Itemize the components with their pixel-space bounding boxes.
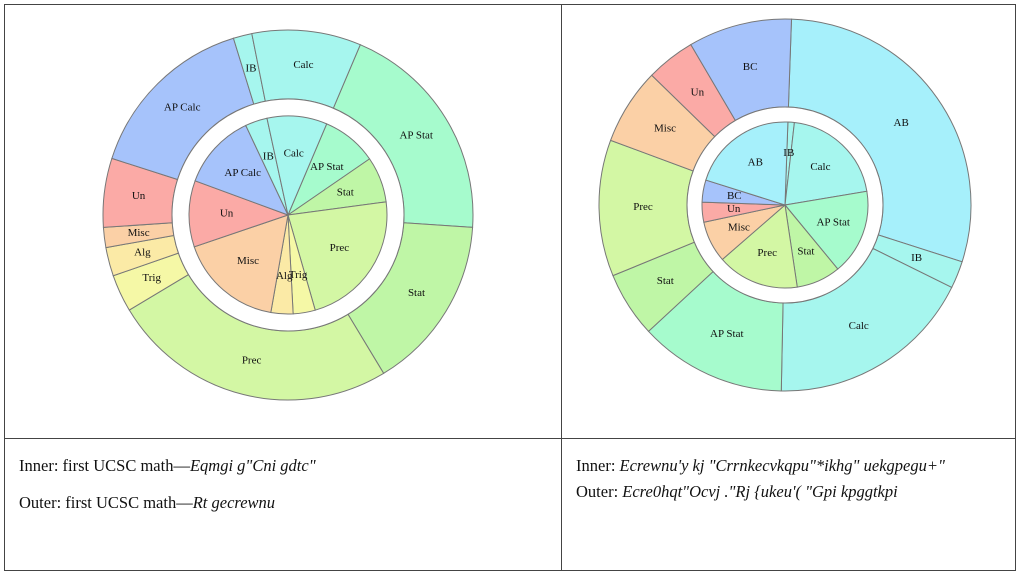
inner-ring-label-misc: Misc [728, 222, 750, 234]
outer-ring-label-calc: Calc [849, 320, 869, 332]
inner-ring-slice-un [188, 180, 290, 248]
right-caption: Inner: Ecrewnu'y kj "Crrnkecvkqpu"*ikhg"… [562, 439, 1015, 503]
outer-ring-label-ap-stat: AP Stat [710, 328, 744, 340]
right-caption-cell: Inner: Ecrewnu'y kj "Crrnkecvkqpu"*ikhg"… [561, 438, 1016, 571]
inner-ring-label-calc: Calc [284, 147, 304, 159]
inner-ring-slice-prec [287, 201, 388, 311]
inner-ring-label-stat: Stat [337, 186, 354, 198]
inner-ring-label-ap-calc: AP Calc [224, 167, 261, 179]
left-caption: Inner: first UCSC math—Eqmgi g"Cni gdtc"… [5, 439, 561, 514]
inner-ring-slice-ap-stat [784, 190, 869, 270]
outer-ring-label-ap-stat: AP Stat [399, 130, 433, 142]
outer-ring-label-trig: Trig [142, 272, 161, 284]
left-chart-cell: AP Stat Stat Prec Trig Alg Misc Un AP Calc IB Cal… [4, 4, 562, 439]
inner-ring-label-stat: Stat [797, 246, 814, 258]
left-outer-italic: Rt gecrewnu [192, 493, 276, 512]
outer-ring-label-ib: IB [911, 252, 922, 264]
inner-ring-label-misc: Misc [237, 255, 259, 267]
left-outer-prefix: Outer: first UCSC math [19, 493, 177, 512]
outer-ring-label-prec: Prec [633, 201, 653, 213]
outer-ring-label-misc: Misc [654, 123, 676, 135]
left-caption-outer: Outer: first UCSC math—Rt gecrewnu [19, 492, 561, 514]
inner-ring-label-prec: Prec [757, 247, 777, 259]
inner-ring-label-calc: Calc [810, 161, 830, 173]
outer-ring-label-prec: Prec [242, 355, 262, 367]
inner-ring-label-un: Un [727, 203, 741, 215]
right-chart-cell: AB IB Calc AP Stat Stat Prec Misc Un BC IB Calc AP … [561, 4, 1016, 439]
outer-ring-label-un: Un [691, 87, 705, 99]
right-caption-outer: Outer: Ecre0hqt"Ocvj ."Rj {ukeu'( "Gpi k… [576, 481, 1015, 503]
left-inner-dash: — [173, 456, 190, 475]
outer-ring-label-ab: AB [894, 117, 909, 129]
outer-ring-label-ib: IB [246, 63, 257, 75]
outer-ring-label-stat: Stat [408, 287, 425, 299]
left-inner-italic: Eqmgi g"Cni gdtc" [189, 456, 316, 475]
inner-ring-label-ib: IB [783, 147, 794, 159]
inner-ring-slice-ap-calc [194, 124, 289, 216]
inner-ring-label-ib: IB [263, 150, 274, 162]
left-outer-dash: — [176, 493, 193, 512]
outer-ring-label-un: Un [132, 190, 146, 202]
inner-ring-label-trig: Trig [289, 269, 308, 281]
outer-ring-label-misc: Misc [128, 227, 150, 239]
inner-ring-slice-calc [266, 115, 328, 217]
left-inner-prefix: Inner: first UCSC math [19, 456, 174, 475]
inner-ring-label-prec: Prec [330, 242, 350, 254]
right-outer-prefix: Outer: [576, 482, 623, 501]
inner-ring-slice-ab [705, 121, 789, 206]
right-caption-inner: Inner: Ecrewnu'y kj "Crrnkecvkqpu"*ikhg"… [576, 455, 1015, 477]
outer-ring-label-stat: Stat [657, 275, 674, 287]
inner-ring-label-ap-stat: AP Stat [310, 161, 344, 173]
inner-ring-label-alg: Alg [276, 270, 293, 282]
inner-ring-label-un: Un [220, 208, 234, 220]
right-inner-prefix: Inner: [576, 456, 620, 475]
right-outer-italic: Ecre0hqt"Ocvj ."Rj {ukeu'( "Gpi kpggtkpi [622, 482, 898, 501]
right-inner-italic: Ecrewnu'y kj "Crrnkecvkqpu"*ikhg" uekgpe… [619, 456, 945, 475]
left-caption-cell: Inner: first UCSC math—Eqmgi g"Cni gdtc"… [4, 438, 562, 571]
outer-ring-label-alg: Alg [134, 247, 151, 259]
inner-ring-label-ab: AB [748, 157, 763, 169]
outer-ring-label-calc: Calc [293, 59, 313, 71]
inner-ring-label-bc: BC [727, 190, 742, 202]
outer-ring-label-ap-calc: AP Calc [164, 102, 201, 114]
inner-ring-slice-calc [784, 121, 868, 206]
figure-frame: AP Stat Stat Prec Trig Alg Misc Un AP Calc IB Cal… [4, 4, 1016, 571]
inner-ring-label-ap-stat: AP Stat [816, 217, 850, 229]
left-caption-inner: Inner: first UCSC math—Eqmgi g"Cni gdtc" [19, 455, 561, 477]
inner-ring-slice-prec [721, 204, 798, 289]
outer-ring-label-bc: BC [743, 61, 758, 73]
figure-table: AP Stat Stat Prec Trig Alg Misc Un AP Calc IB Cal… [4, 4, 1016, 571]
